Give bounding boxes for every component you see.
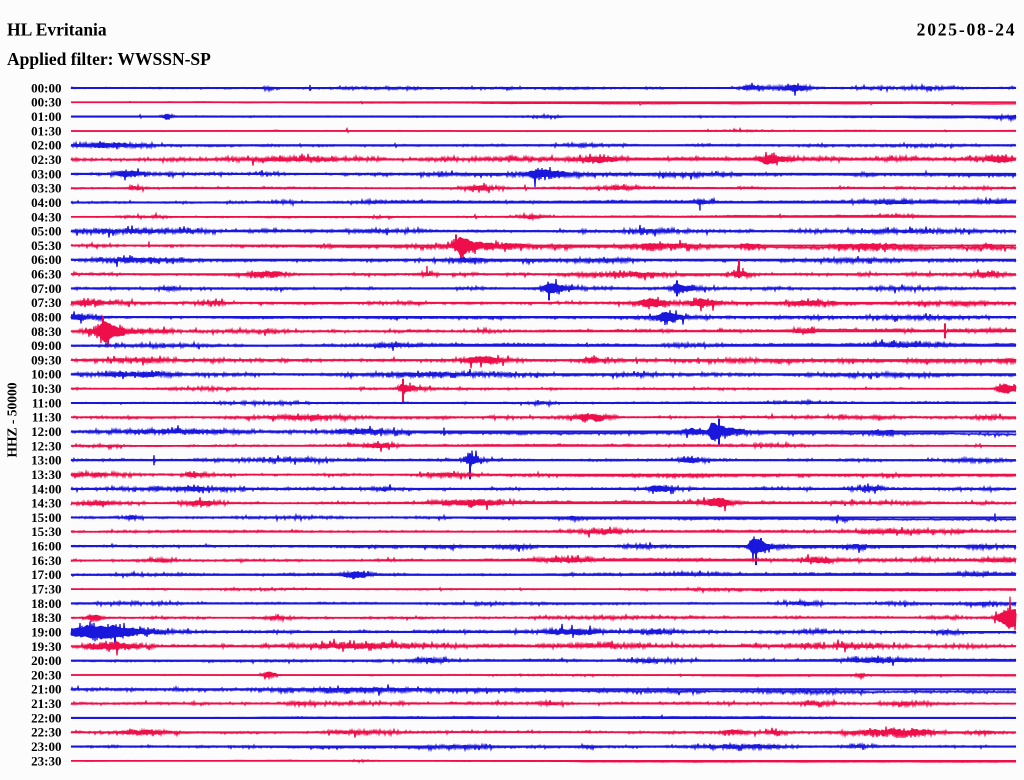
svg-text:15:30: 15:30 — [31, 524, 61, 539]
svg-text:02:30: 02:30 — [31, 152, 61, 167]
svg-text:13:00: 13:00 — [31, 453, 61, 468]
svg-text:10:00: 10:00 — [31, 367, 61, 382]
svg-text:16:00: 16:00 — [31, 539, 61, 554]
svg-text:23:00: 23:00 — [31, 739, 61, 754]
svg-text:02:00: 02:00 — [31, 138, 61, 153]
svg-text:20:30: 20:30 — [31, 667, 61, 682]
svg-text:09:00: 09:00 — [31, 338, 61, 353]
svg-text:21:30: 21:30 — [31, 696, 61, 711]
svg-text:03:00: 03:00 — [31, 166, 61, 181]
svg-text:00:00: 00:00 — [31, 80, 61, 95]
svg-text:08:30: 08:30 — [31, 324, 61, 339]
svg-text:15:00: 15:00 — [31, 510, 61, 525]
svg-text:07:30: 07:30 — [31, 295, 61, 310]
svg-text:18:30: 18:30 — [31, 610, 61, 625]
svg-text:06:30: 06:30 — [31, 267, 61, 282]
svg-text:HHZ - 50000: HHZ - 50000 — [5, 382, 20, 457]
svg-text:12:00: 12:00 — [31, 424, 61, 439]
svg-text:17:00: 17:00 — [31, 567, 61, 582]
svg-text:16:30: 16:30 — [31, 553, 61, 568]
svg-text:03:30: 03:30 — [31, 181, 61, 196]
svg-text:04:30: 04:30 — [31, 209, 61, 224]
svg-text:01:30: 01:30 — [31, 123, 61, 138]
svg-text:04:00: 04:00 — [31, 195, 61, 210]
svg-text:21:00: 21:00 — [31, 682, 61, 697]
svg-text:10:30: 10:30 — [31, 381, 61, 396]
svg-text:22:00: 22:00 — [31, 710, 61, 725]
svg-text:17:30: 17:30 — [31, 582, 61, 597]
svg-text:11:30: 11:30 — [32, 410, 62, 425]
svg-text:14:30: 14:30 — [31, 496, 61, 511]
svg-text:19:00: 19:00 — [31, 624, 61, 639]
svg-text:01:00: 01:00 — [31, 109, 61, 124]
svg-text:09:30: 09:30 — [31, 352, 61, 367]
svg-text:07:00: 07:00 — [31, 281, 61, 296]
svg-text:13:30: 13:30 — [31, 467, 61, 482]
svg-text:2025-08-24: 2025-08-24 — [917, 20, 1017, 40]
svg-text:19:30: 19:30 — [31, 639, 61, 654]
svg-text:22:30: 22:30 — [31, 725, 61, 740]
svg-text:23:30: 23:30 — [31, 753, 61, 768]
svg-text:HL Evritania: HL Evritania — [7, 20, 107, 40]
svg-text:18:00: 18:00 — [31, 596, 61, 611]
svg-text:00:30: 00:30 — [31, 95, 61, 110]
svg-text:05:30: 05:30 — [31, 238, 61, 253]
svg-text:20:00: 20:00 — [31, 653, 61, 668]
svg-text:Applied filter: WWSSN-SP: Applied filter: WWSSN-SP — [7, 49, 211, 69]
svg-text:05:00: 05:00 — [31, 224, 61, 239]
svg-text:06:00: 06:00 — [31, 252, 61, 267]
svg-text:08:00: 08:00 — [31, 310, 61, 325]
svg-text:11:00: 11:00 — [32, 395, 62, 410]
svg-text:14:00: 14:00 — [31, 481, 61, 496]
svg-text:12:30: 12:30 — [31, 438, 61, 453]
